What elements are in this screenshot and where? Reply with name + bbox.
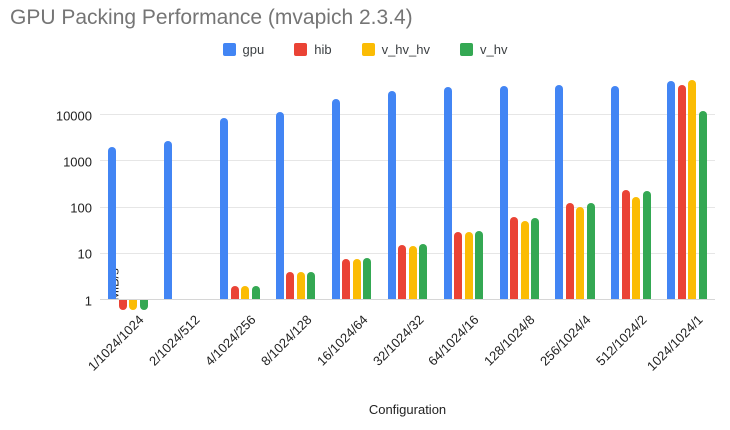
x-tick-label-128/1024/8: 128/1024/8 [481, 312, 538, 369]
legend-item-gpu: gpu [222, 42, 265, 57]
bar-group-2/1024/512 [156, 85, 212, 300]
bar-hib-1024/1024/1[interactable] [677, 85, 686, 300]
legend-item-v_hv_hv: v_hv_hv [361, 42, 430, 57]
bar-gpu-32/1024/32[interactable] [387, 91, 396, 300]
legend-item-v_hv: v_hv [460, 42, 507, 57]
bar-v_hv_hv-64/1024/16[interactable] [464, 232, 473, 300]
gridline-1000 [100, 160, 715, 162]
y-tick-label-100: 100 [70, 200, 92, 216]
bar-gpu-512/1024/2[interactable] [611, 86, 620, 300]
bar-v_hv-64/1024/16[interactable] [475, 231, 484, 300]
bar-v_hv-1/1024/1024[interactable] [139, 300, 148, 311]
x-tick-label-4/1024/256: 4/1024/256 [201, 312, 259, 369]
x-tick-label-64/1024/16: 64/1024/16 [425, 312, 483, 369]
bar-group-1/1024/1024 [100, 85, 156, 311]
x-tick-label-2/1024/512: 2/1024/512 [145, 312, 203, 369]
y-tick-label-10000: 10000 [55, 108, 92, 124]
bar-v_hv-4/1024/256[interactable] [251, 286, 260, 300]
bar-gpu-2/1024/512[interactable] [164, 141, 173, 300]
legend-label: gpu [242, 42, 265, 57]
bar-group-128/1024/8 [491, 85, 547, 300]
bar-v_hv_hv-512/1024/2[interactable] [632, 197, 641, 300]
legend-swatch-gpu [222, 43, 236, 56]
y-tick-label-10: 10 [77, 246, 92, 262]
bar-v_hv_hv-1/1024/1024[interactable] [129, 300, 138, 311]
x-tick-label-8/1024/128: 8/1024/128 [257, 312, 315, 369]
legend-swatch-v_hv [460, 43, 473, 56]
bar-gpu-4/1024/256[interactable] [220, 118, 229, 300]
y-tick-label-1: 1 [84, 293, 92, 308]
bar-v_hv-1024/1024/1[interactable] [698, 110, 707, 300]
bar-v_hv-128/1024/8[interactable] [531, 218, 540, 300]
bar-v_hv-512/1024/2[interactable] [642, 190, 651, 300]
bar-gpu-1/1024/1024[interactable] [108, 146, 117, 300]
bar-v_hv_hv-16/1024/64[interactable] [352, 259, 361, 300]
legend-swatch-v_hv_hv [361, 43, 375, 56]
bar-v_hv-32/1024/32[interactable] [419, 244, 428, 300]
legend-swatch-hib [294, 43, 308, 56]
bar-hib-1/1024/1024[interactable] [118, 300, 127, 311]
legend-label: hib [314, 42, 332, 57]
bar-group-4/1024/256 [212, 85, 268, 300]
bar-group-256/1024/4 [547, 85, 603, 300]
bar-gpu-16/1024/64[interactable] [331, 99, 340, 300]
bar-v_hv_hv-256/1024/4[interactable] [576, 207, 585, 300]
legend-label: v_hv [480, 42, 508, 57]
chart-title: GPU Packing Performance (mvapich 2.3.4) [10, 6, 413, 29]
gridline-10 [100, 252, 715, 254]
x-tick-label-32/1024/32: 32/1024/32 [369, 312, 427, 369]
legend: gpu hib v_hv_hv v_hv [0, 42, 730, 57]
bar-group-16/1024/64 [324, 85, 380, 300]
x-tick-label-1/1024/1024: 1/1024/1024 [84, 312, 147, 374]
bar-group-8/1024/128 [268, 85, 324, 300]
x-axis-baseline [100, 299, 715, 300]
bar-group-512/1024/2 [603, 85, 659, 300]
bar-gpu-64/1024/16[interactable] [443, 87, 452, 300]
bar-hib-512/1024/2[interactable] [621, 190, 630, 300]
bar-gpu-256/1024/4[interactable] [555, 85, 564, 300]
bar-v_hv_hv-128/1024/8[interactable] [520, 221, 529, 300]
bar-hib-8/1024/128[interactable] [286, 272, 295, 300]
x-tick-label-256/1024/4: 256/1024/4 [537, 312, 594, 369]
bar-group-32/1024/32 [380, 85, 436, 300]
bar-v_hv-16/1024/64[interactable] [363, 258, 372, 300]
x-axis-title: Configuration [368, 402, 447, 417]
bar-v_hv_hv-4/1024/256[interactable] [241, 286, 250, 300]
legend-item-hib: hib [294, 42, 332, 57]
x-tick-label-1024/1024/1: 1024/1024/1 [643, 312, 706, 374]
bar-group-1024/1024/1 [659, 80, 715, 300]
bar-gpu-8/1024/128[interactable] [275, 111, 284, 300]
x-tick-label-16/1024/64: 16/1024/64 [313, 312, 371, 369]
gridline-100 [100, 206, 715, 208]
bar-group-64/1024/16 [435, 85, 491, 300]
y-tick-label-1000: 1000 [63, 154, 92, 170]
bar-hib-128/1024/8[interactable] [510, 217, 519, 300]
bar-v_hv_hv-32/1024/32[interactable] [408, 245, 417, 300]
bar-hib-16/1024/64[interactable] [342, 258, 351, 300]
bar-hib-4/1024/256[interactable] [230, 286, 239, 300]
bar-gpu-1024/1024/1[interactable] [667, 81, 676, 300]
bar-hib-256/1024/4[interactable] [565, 203, 574, 300]
bar-hib-64/1024/16[interactable] [454, 231, 463, 300]
x-axis-ticks: 1/1024/1024 2/1024/512 4/1024/256 8/1024/12… [85, 308, 715, 398]
x-tick-label-512/1024/2: 512/1024/2 [593, 312, 650, 369]
bar-v_hv_hv-1024/1024/1[interactable] [688, 80, 697, 300]
bar-v_hv_hv-8/1024/128[interactable] [296, 272, 305, 300]
gridline-10000 [100, 114, 715, 116]
bar-gpu-128/1024/8[interactable] [499, 86, 508, 300]
legend-label: v_hv_hv [381, 42, 430, 57]
bar-v_hv-256/1024/4[interactable] [586, 203, 595, 300]
bar-hib-32/1024/32[interactable] [398, 245, 407, 300]
bar-v_hv-8/1024/128[interactable] [307, 272, 316, 300]
